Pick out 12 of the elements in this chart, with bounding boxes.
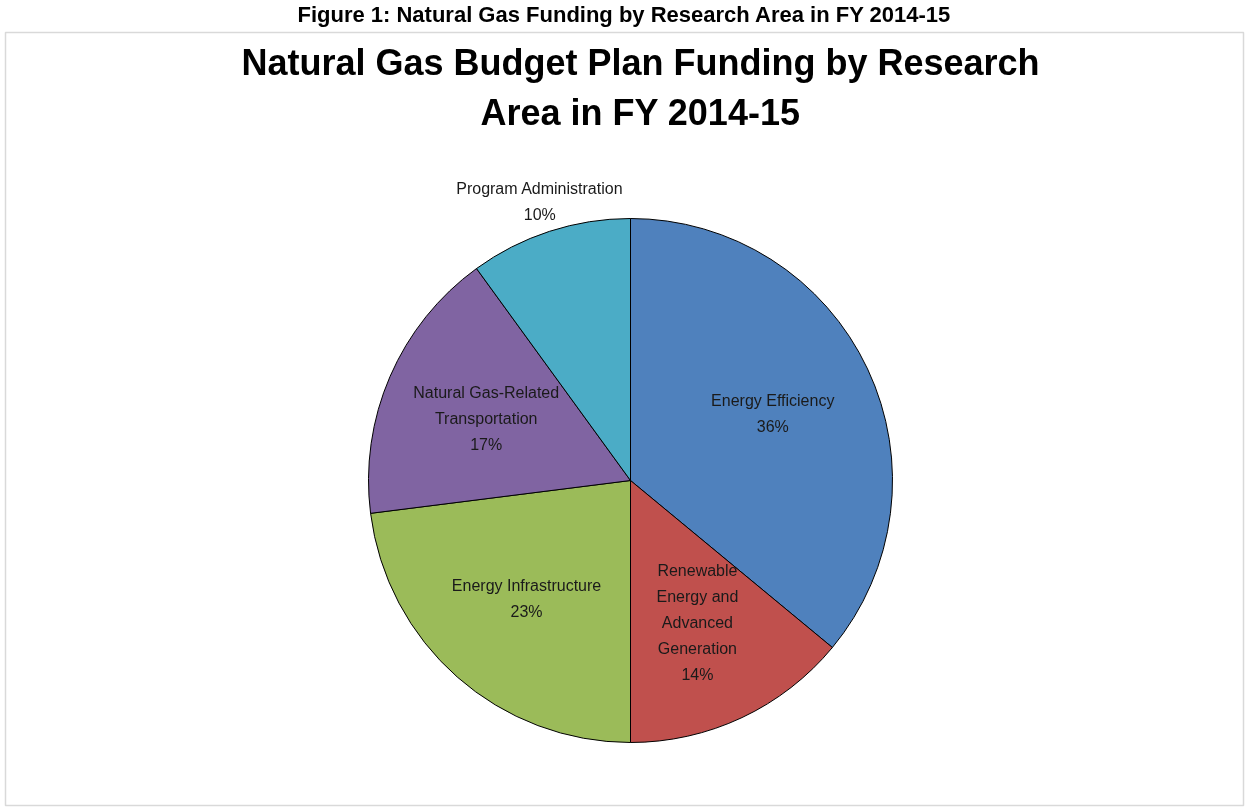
caption: Figure 1: Natural Gas Funding by Research Area in FY 2014-15	[297, 2, 951, 27]
data-label: 17%	[470, 435, 503, 453]
data-label: 10%	[523, 205, 556, 223]
data-label: 14%	[681, 666, 714, 684]
slice-label: Energy Efficiency	[711, 392, 835, 410]
slice-label: Energy Infrastructure	[451, 576, 602, 594]
slice-label: Renewable Energy and Advanced Generation	[656, 562, 739, 658]
slice-label: Natural Gas-Related Transportation	[413, 383, 560, 427]
chart-title: Natural Gas Budget Plan Funding by Research Area in FY 2014-15	[241, 42, 1040, 133]
data-label: 36%	[756, 418, 789, 436]
slice-label: Program Administration	[456, 179, 623, 197]
data-label: 23%	[510, 602, 543, 620]
